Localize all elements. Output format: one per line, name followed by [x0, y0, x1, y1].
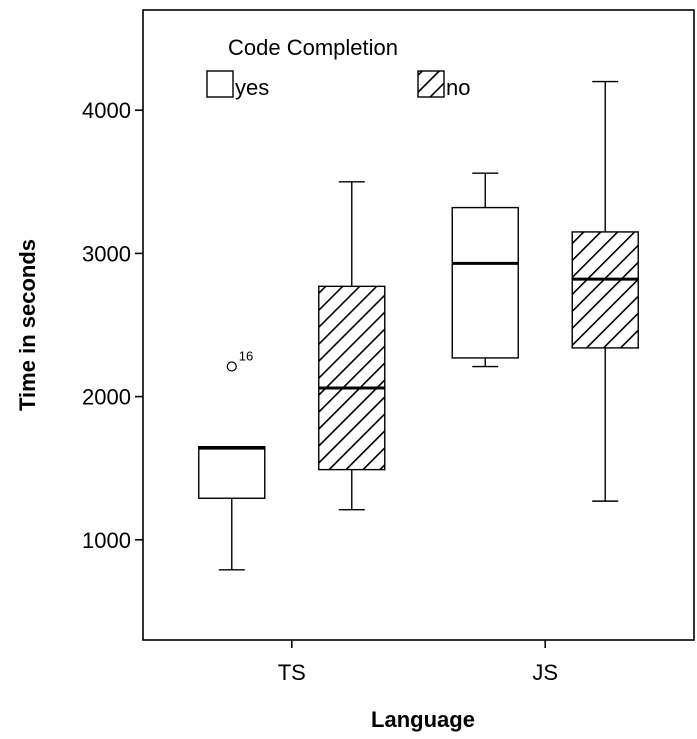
box-iqr: [318, 285, 386, 471]
box-iqr: [451, 206, 519, 359]
y-axis-title: Time in seconds: [15, 239, 40, 411]
legend-label-yes: yes: [235, 75, 269, 100]
box-iqr: [571, 231, 639, 349]
box-no-js: [571, 80, 639, 502]
box-yes-ts: 16: [198, 349, 266, 571]
legend-title: Code Completion: [228, 35, 398, 60]
x-tick-label: TS: [278, 660, 306, 685]
y-axis: 1000 2000 3000 4000: [82, 98, 143, 553]
legend-swatch-yes: [206, 70, 234, 98]
x-axis: TS JS: [278, 640, 558, 685]
legend-label-no: no: [446, 75, 470, 100]
x-tick-label: JS: [532, 660, 558, 685]
box-yes-js: [451, 172, 519, 368]
legend-swatch-no: [417, 70, 445, 98]
outlier-label: 16: [239, 349, 253, 364]
outlier-point: [226, 361, 237, 372]
y-tick-label: 2000: [82, 385, 131, 410]
legend: Code Completion yes no: [206, 35, 470, 100]
x-axis-title: Language: [371, 707, 475, 732]
box-no-ts: [318, 181, 386, 511]
y-tick-label: 4000: [82, 98, 131, 123]
box-iqr: [198, 446, 266, 499]
box-group: 16: [198, 80, 639, 571]
y-tick-label: 3000: [82, 241, 131, 266]
y-tick-label: 1000: [82, 528, 131, 553]
